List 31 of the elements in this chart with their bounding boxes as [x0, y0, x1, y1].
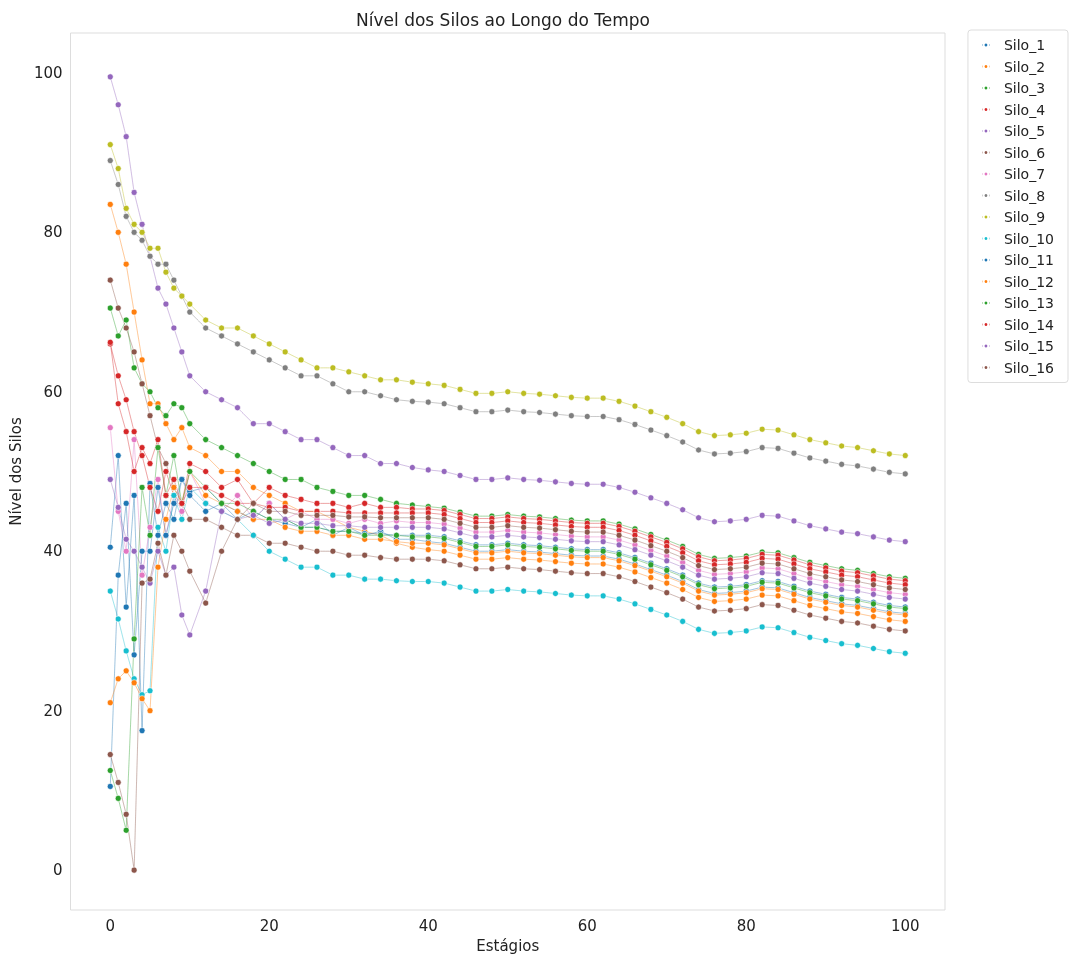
x-tick-label: 40	[418, 916, 438, 935]
x-tick-label: 60	[577, 916, 597, 935]
y-tick-label: 20	[43, 701, 63, 720]
legend-label: Silo_2	[1003, 58, 1046, 75]
y-axis-title: Nível dos Silos	[6, 417, 25, 526]
legend-label: Silo_14	[1003, 316, 1055, 333]
y-tick-label: 0	[52, 861, 63, 880]
legend-label: Silo_9	[1003, 209, 1046, 225]
legend-label: Silo_15	[1003, 338, 1054, 354]
legend-label: Silo_3	[1003, 80, 1046, 96]
legend-label: Silo_10	[1003, 230, 1054, 247]
y-tick-label: 60	[43, 382, 63, 401]
y-tick-label: 80	[43, 223, 63, 242]
x-axis-title: Estágios	[476, 936, 540, 955]
legend-label: Silo_1	[1003, 37, 1046, 53]
legend-label: Silo_13	[1003, 295, 1054, 311]
legend-label: Silo_8	[1003, 187, 1046, 204]
legend-label: Silo_12	[1003, 273, 1054, 290]
y-tick-label: 100	[33, 63, 63, 82]
legend-label: Silo_16	[1003, 359, 1055, 376]
y-tick-label: 40	[43, 542, 63, 561]
x-tick-label: 20	[259, 916, 279, 935]
legend-label: Silo_7	[1003, 166, 1046, 182]
legend-label: Silo_11	[1003, 252, 1054, 268]
x-tick-label: 100	[890, 916, 920, 935]
legend-label: Silo_6	[1003, 144, 1046, 161]
legend-label: Silo_4	[1003, 101, 1046, 118]
x-tick-label: 80	[736, 916, 756, 935]
x-tick-label: 0	[105, 916, 116, 935]
chart-title: Nível dos Silos ao Longo do Tempo	[356, 9, 650, 30]
legend-label: Silo_5	[1003, 123, 1046, 139]
